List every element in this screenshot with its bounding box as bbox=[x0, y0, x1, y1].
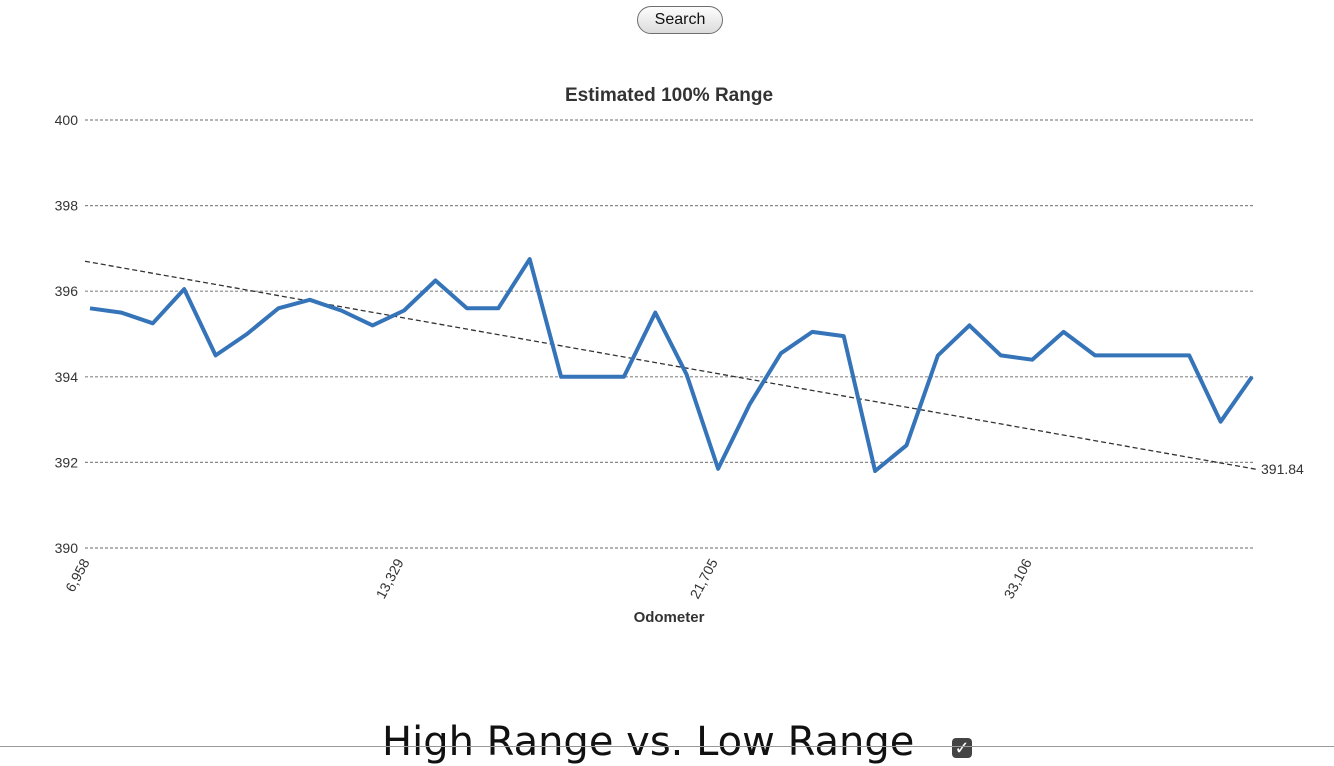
y-axis: 390 392 394 396 398 400 bbox=[55, 112, 79, 556]
series-line-range bbox=[89, 257, 1254, 473]
y-tick-label: 396 bbox=[55, 283, 79, 299]
y-tick-label: 398 bbox=[55, 198, 79, 214]
section-checkbox[interactable]: ✓ bbox=[952, 738, 972, 758]
x-tick-label: 21,705 bbox=[687, 556, 721, 602]
gridlines bbox=[85, 119, 1254, 549]
x-axis-title: Odometer bbox=[634, 609, 705, 626]
trend-line bbox=[84, 260, 1257, 470]
x-axis: 6,958 13,329 21,705 33,106 bbox=[62, 556, 1035, 602]
y-tick-label: 394 bbox=[55, 369, 79, 385]
x-tick-label: 13,329 bbox=[372, 556, 406, 602]
section-heading: High Range vs. Low Range bbox=[382, 719, 915, 765]
chart-title: Estimated 100% Range bbox=[565, 85, 773, 106]
trend-end-label: 391.84 bbox=[1261, 461, 1304, 477]
search-button[interactable]: Search bbox=[637, 6, 723, 34]
x-tick-label: 6,958 bbox=[62, 556, 93, 595]
y-tick-label: 400 bbox=[55, 112, 79, 128]
x-tick-label: 33,106 bbox=[1001, 556, 1035, 602]
divider bbox=[0, 746, 1334, 747]
y-tick-label: 392 bbox=[55, 454, 79, 470]
line-chart: Estimated 100% Range 390392394396398400 … bbox=[55, 85, 1304, 626]
y-tick-label: 390 bbox=[55, 540, 79, 556]
